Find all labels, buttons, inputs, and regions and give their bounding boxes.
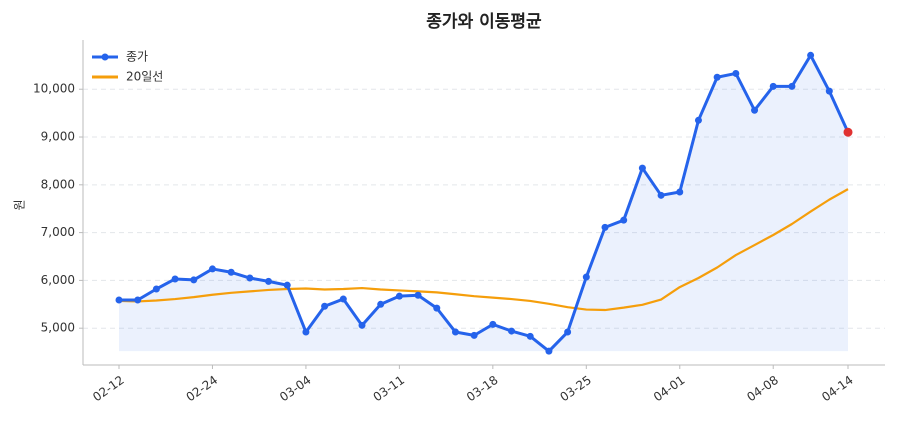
- y-axis-label: 원: [13, 199, 27, 210]
- point: [134, 296, 142, 304]
- last-point: [843, 127, 853, 137]
- line: [119, 53, 850, 353]
- point: [601, 223, 609, 231]
- point: [283, 281, 291, 289]
- legend-label: 20일선: [126, 70, 163, 84]
- point: [470, 331, 478, 339]
- point: [620, 216, 628, 224]
- x-tick-label: 04-01: [651, 373, 688, 404]
- line: [118, 188, 849, 312]
- y-tick-label: 10,000: [33, 82, 75, 96]
- point: [582, 273, 590, 281]
- legend: 종가 20일선: [92, 50, 163, 84]
- point: [377, 300, 385, 308]
- point: [657, 191, 665, 199]
- legend-marker: [101, 53, 109, 61]
- point: [564, 328, 572, 336]
- point: [751, 106, 759, 114]
- point: [788, 82, 796, 90]
- point: [676, 188, 684, 196]
- point: [638, 164, 646, 172]
- x-tick-label: 04-08: [744, 373, 781, 404]
- point: [115, 296, 123, 304]
- x-tick-label: 03-25: [557, 373, 594, 404]
- point: [152, 285, 160, 293]
- point: [265, 277, 273, 285]
- point: [545, 347, 553, 355]
- y-tick-label: 6,000: [41, 273, 75, 287]
- point: [807, 51, 815, 59]
- x-tick-label: 03-18: [464, 373, 501, 404]
- point: [190, 276, 198, 284]
- point: [302, 328, 310, 336]
- x-tick-label: 03-11: [371, 373, 408, 404]
- chart-title: 종가와 이동평균: [426, 12, 542, 32]
- x-tick-label: 02-24: [184, 373, 221, 404]
- point: [227, 268, 235, 276]
- point: [713, 73, 721, 81]
- x-tick-label: 02-12: [90, 373, 127, 404]
- point: [451, 328, 459, 336]
- point: [414, 291, 422, 299]
- point: [825, 87, 833, 95]
- point: [171, 275, 179, 283]
- point: [433, 304, 441, 312]
- y-tick-label: 9,000: [41, 130, 75, 144]
- x-tick-label: 03-04: [277, 373, 314, 404]
- point: [339, 295, 347, 303]
- y-tick-label: 5,000: [41, 321, 75, 335]
- legend-label: 종가: [126, 50, 148, 64]
- x-tick-label: 04-14: [819, 373, 856, 404]
- point: [732, 69, 740, 77]
- point: [321, 302, 329, 310]
- area: [119, 55, 848, 352]
- point: [508, 327, 516, 335]
- y-tick-label: 8,000: [41, 177, 75, 191]
- y-tick-label: 7,000: [41, 225, 75, 239]
- point: [246, 274, 254, 282]
- point: [208, 265, 216, 273]
- point: [694, 116, 702, 124]
- point: [526, 332, 534, 340]
- point: [489, 320, 497, 328]
- point: [395, 292, 403, 300]
- point: [358, 321, 366, 329]
- point: [769, 82, 777, 90]
